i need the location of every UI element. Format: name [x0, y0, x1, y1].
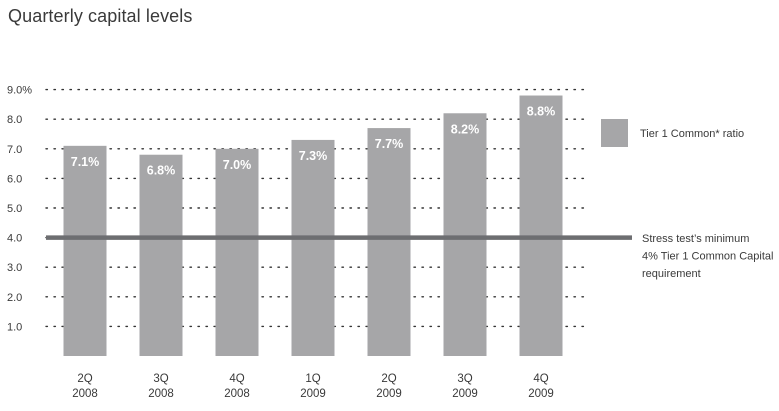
- bar: [291, 139, 335, 356]
- bar-value-label: 6.8%: [147, 164, 176, 178]
- bar: [367, 128, 411, 356]
- y-tick-label: 2.0: [7, 292, 22, 304]
- bar-value-label: 7.3%: [299, 149, 328, 163]
- bar: [139, 154, 183, 356]
- x-tick-label: 2008: [224, 388, 250, 400]
- legend-swatch: [601, 119, 628, 147]
- x-tick-label: 2008: [72, 388, 98, 400]
- x-tick-label: 2Q: [77, 373, 92, 385]
- x-axis-labels: 2Q 2008 3Q 2008 4Q 2008 1Q 2009 2Q 2009 3Q 2009 4Q 20…: [72, 373, 554, 400]
- bar-value-label: 7.7%: [375, 137, 404, 151]
- bar: [519, 95, 563, 357]
- bar: [443, 113, 487, 356]
- bar-value-label: 7.0%: [223, 158, 252, 172]
- x-tick-label: 4Q: [229, 373, 244, 385]
- reference-line-group: Stress test’s minimum 4% Tier 1 Common Ca…: [46, 233, 773, 280]
- x-tick-label: 2009: [528, 388, 554, 400]
- y-tick-label: 5.0: [7, 203, 22, 215]
- y-axis-ticks: 9.0% 8.0 7.0 6.0 5.0 4.0 3.0 2.0 1.0: [7, 85, 32, 334]
- y-tick-label: 9.0%: [7, 85, 32, 97]
- y-tick-label: 8.0: [7, 114, 22, 126]
- bar-value-label: 8.8%: [527, 105, 556, 119]
- bar: [63, 145, 107, 356]
- bars: 7.1% 6.8% 7.0% 7.3% 7.7% 8.2% 8.8%: [63, 95, 563, 357]
- y-tick-label: 1.0: [7, 321, 22, 333]
- x-tick-label: 2009: [452, 388, 478, 400]
- reference-line-label: Stress test’s minimum: [642, 233, 749, 245]
- x-tick-label: 3Q: [153, 373, 168, 385]
- bar: [215, 148, 259, 356]
- x-tick-label: 1Q: [305, 373, 320, 385]
- reference-line-label: requirement: [642, 268, 701, 280]
- y-tick-label: 7.0: [7, 144, 22, 156]
- legend-label: Tier 1 Common* ratio: [640, 128, 744, 140]
- x-tick-label: 2008: [148, 388, 174, 400]
- x-tick-label: 2009: [376, 388, 402, 400]
- chart-title: Quarterly capital levels: [8, 6, 193, 26]
- y-tick-label: 3.0: [7, 262, 22, 274]
- y-tick-label: 4.0: [7, 233, 22, 245]
- x-tick-label: 4Q: [533, 373, 548, 385]
- y-tick-label: 6.0: [7, 173, 22, 185]
- bar-value-label: 8.2%: [451, 122, 480, 136]
- x-tick-label: 2Q: [381, 373, 396, 385]
- bar-value-label: 7.1%: [71, 155, 100, 169]
- x-tick-label: 2009: [300, 388, 326, 400]
- x-tick-label: 3Q: [457, 373, 472, 385]
- reference-line-label: 4% Tier 1 Common Capital: [642, 251, 773, 263]
- legend: Tier 1 Common* ratio: [601, 119, 744, 147]
